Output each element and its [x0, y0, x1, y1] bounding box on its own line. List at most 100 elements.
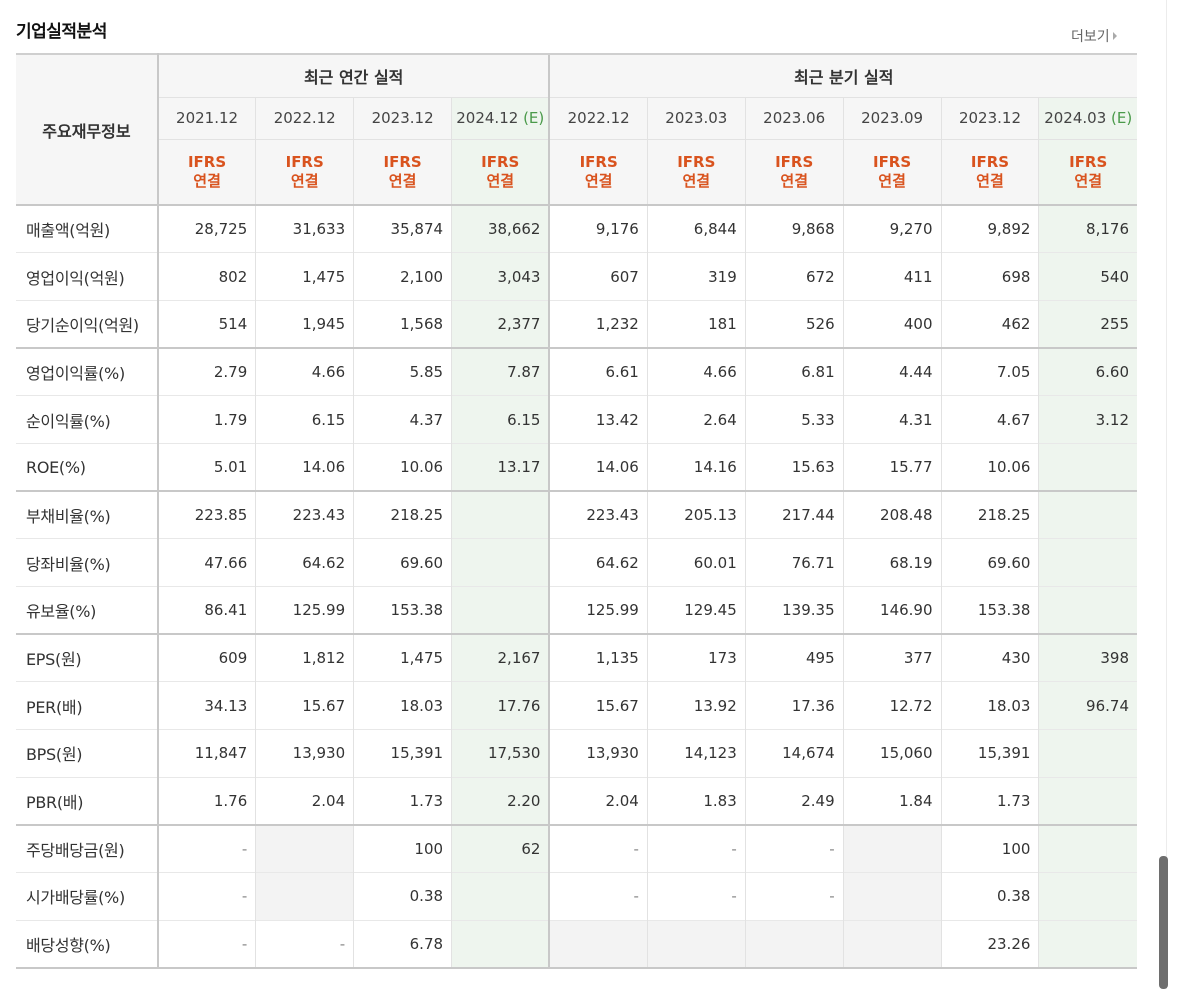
- table-cell: 430: [940, 633, 1039, 682]
- row-label: BPS(원): [16, 729, 159, 778]
- table-row: ROE(%) 5.01 14.06 10.06 13.17 14.06 14.16 15.63…: [16, 442, 1137, 492]
- table-cell: 64.62: [548, 538, 648, 587]
- table-cell: 13.42: [548, 395, 648, 444]
- table-cell: 3,043: [451, 252, 550, 301]
- table-cell: [451, 919, 550, 969]
- table-cell: 7.87: [451, 347, 550, 396]
- table-row: 당좌비율(%) 47.66 64.62 69.60 64.62 60.01 76.71 68.…: [16, 538, 1137, 587]
- table-cell: 4.67: [940, 395, 1039, 444]
- more-link[interactable]: 더보기: [1071, 26, 1117, 46]
- table-cell: 6.60: [1038, 347, 1137, 396]
- standard-line1: IFRS: [383, 152, 422, 171]
- row-label: 부채비율(%): [16, 490, 159, 539]
- table-cell: 6.15: [255, 395, 354, 444]
- table-cell: 208.48: [842, 490, 942, 539]
- standard-line1: IFRS: [872, 152, 912, 171]
- table-cell: 255: [1038, 299, 1137, 349]
- table-cell: [451, 538, 550, 587]
- table-cell: 223.85: [157, 490, 256, 539]
- table-cell: 69.60: [940, 538, 1039, 587]
- table-row: 영업이익률(%) 2.79 4.66 5.85 7.87 6.61 4.66 6.81 4.44…: [16, 347, 1137, 396]
- table-cell: 2,377: [451, 299, 550, 349]
- accounting-standard: IFRS 연결: [744, 138, 844, 205]
- row-label: 당좌비율(%): [16, 538, 159, 587]
- table-cell: 34.13: [157, 681, 256, 730]
- standard-line1: IFRS: [481, 152, 520, 171]
- table-row: 주당배당금(원) -100 62- - -100: [16, 823, 1137, 873]
- table-cell: 398: [1038, 633, 1137, 682]
- table-cell: [842, 823, 942, 873]
- table-cell: 10.06: [353, 442, 452, 492]
- table-cell: 15,391: [940, 729, 1039, 778]
- standard-line1: IFRS: [677, 152, 716, 171]
- table-cell: 28,725: [157, 204, 256, 253]
- table-cell: 4.66: [646, 347, 746, 396]
- table-cell: -: [157, 872, 256, 921]
- scrollbar-track[interactable]: [1166, 0, 1179, 989]
- standard-line1: IFRS: [970, 152, 1010, 171]
- table-cell: 514: [157, 299, 256, 349]
- standard-line2: 연결: [290, 171, 319, 190]
- group-header-annual: 최근 연간 실적: [157, 53, 550, 97]
- row-label: PBR(배): [16, 776, 159, 825]
- period-label: 2023.12: [371, 109, 434, 127]
- period-label: 2024.03: [1044, 109, 1107, 127]
- table-cell: 9,868: [744, 204, 844, 253]
- table-cell: 125.99: [255, 586, 354, 635]
- table-cell: 153.38: [353, 586, 452, 635]
- financial-table: 주요재무정보 최근 연간 실적 최근 분기 실적 2021.12 2022.12 2023…: [16, 53, 1137, 969]
- period-label: 2023.12: [958, 109, 1021, 127]
- table-cell: 1.83: [646, 776, 746, 825]
- table-row: 순이익률(%) 1.79 6.15 4.37 6.15 13.42 2.64 5.33 4.31…: [16, 395, 1137, 444]
- period-header: 2023.06: [744, 96, 844, 139]
- table-row: 매출액(억원) 28,725 31,633 35,874 38,662 9,176 6,84…: [16, 204, 1137, 253]
- scrollbar-thumb[interactable]: [1159, 856, 1168, 989]
- table-cell: 7.05: [940, 347, 1039, 396]
- table-cell: 60.01: [646, 538, 746, 587]
- period-label: 2021.12: [176, 109, 239, 127]
- table-cell: 1.79: [157, 395, 256, 444]
- table-cell: 100: [353, 823, 452, 873]
- period-header: 2024.03 (E): [1038, 96, 1137, 139]
- table-cell: 11,847: [157, 729, 256, 778]
- table-cell: 96.74: [1038, 681, 1137, 730]
- accounting-standard: IFRS 연결: [548, 138, 648, 205]
- table-cell: 68.19: [842, 538, 942, 587]
- table-cell: 14.06: [255, 442, 354, 492]
- table-cell: 217.44: [744, 490, 844, 539]
- table-cell: 1,475: [353, 633, 452, 682]
- table-cell: [548, 919, 648, 969]
- table-cell: 0.38: [353, 872, 452, 921]
- table-cell: 4.66: [255, 347, 354, 396]
- table-row: EPS(원) 609 1,812 1,475 2,167 1,135 173 495 377 43…: [16, 633, 1137, 682]
- table-cell: [744, 919, 844, 969]
- table-cell: [451, 586, 550, 635]
- standard-line1: IFRS: [579, 152, 618, 171]
- standard-line1: IFRS: [285, 152, 324, 171]
- table-cell: [1038, 586, 1137, 635]
- table-cell: 2.04: [548, 776, 648, 825]
- period-label: 2023.06: [763, 109, 826, 127]
- table-cell: 462: [940, 299, 1039, 349]
- table-cell: -: [548, 823, 648, 873]
- table-cell: 9,892: [940, 204, 1039, 253]
- standard-line2: 연결: [584, 171, 613, 190]
- table-cell: 411: [842, 252, 942, 301]
- table-cell: 400: [842, 299, 942, 349]
- table-cell: 17.36: [744, 681, 844, 730]
- period-header: 2021.12: [157, 96, 256, 139]
- table-row: 유보율(%) 86.41 125.99 153.38 125.99 129.45 139.3…: [16, 586, 1137, 635]
- period-header: 2023.09: [842, 96, 942, 139]
- accounting-standard: IFRS 연결: [157, 138, 256, 205]
- table-cell: [255, 823, 354, 873]
- table-cell: [1038, 538, 1137, 587]
- table-cell: 15.77: [842, 442, 942, 492]
- table-cell: 1,135: [548, 633, 648, 682]
- table-cell: [255, 872, 354, 921]
- table-cell: 607: [548, 252, 648, 301]
- table-cell: 526: [744, 299, 844, 349]
- table-cell: 4.31: [842, 395, 942, 444]
- accounting-standard: IFRS 연결: [842, 138, 942, 205]
- table-cell: 17,530: [451, 729, 550, 778]
- standard-line1: IFRS: [187, 152, 227, 171]
